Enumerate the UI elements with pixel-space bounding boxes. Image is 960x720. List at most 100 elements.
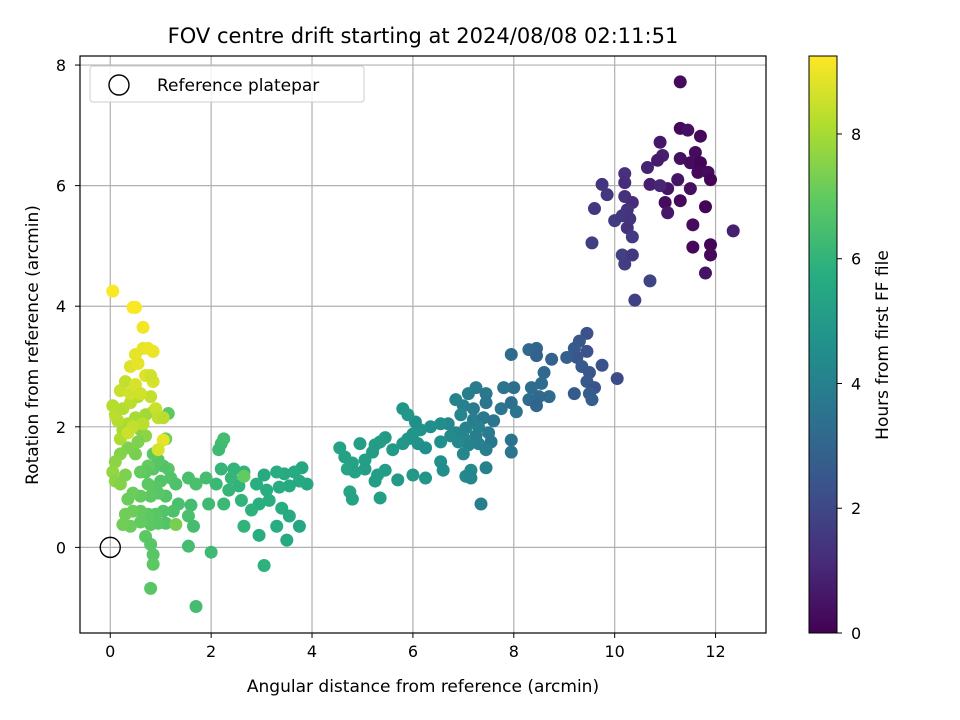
data-point: [618, 176, 632, 190]
data-point: [595, 177, 609, 191]
data-point: [704, 248, 718, 262]
x-tick-label: 2: [206, 642, 216, 661]
data-point: [368, 474, 382, 488]
colorbar-tick-label: 8: [851, 125, 861, 144]
data-point: [358, 453, 372, 467]
data-point: [585, 236, 599, 250]
colorbar-ticks: 0 2 4 6 8: [837, 125, 861, 643]
data-point: [134, 515, 148, 529]
y-tick-label: 4: [56, 297, 66, 316]
y-tick-label: 6: [56, 177, 66, 196]
data-point: [585, 393, 599, 407]
data-point: [497, 381, 511, 395]
colorbar-tick-label: 4: [851, 374, 861, 393]
data-point: [456, 447, 470, 461]
data-point: [345, 492, 359, 506]
data-point: [146, 344, 160, 358]
data-point: [461, 387, 475, 401]
data-point: [504, 347, 518, 361]
data-point: [131, 356, 145, 370]
data-point: [186, 519, 200, 533]
data-point: [144, 489, 158, 503]
data-point: [214, 462, 228, 476]
data-point: [535, 376, 549, 390]
data-point: [686, 240, 700, 254]
x-tick-label: 0: [105, 642, 115, 661]
data-point: [487, 414, 501, 428]
data-point: [252, 528, 266, 542]
data-point: [658, 196, 672, 210]
colorbar-label: Hours from first FF file: [873, 250, 893, 440]
data-point: [671, 173, 685, 187]
data-point: [386, 443, 400, 457]
data-point: [640, 161, 654, 175]
data-point: [595, 358, 609, 372]
data-point: [348, 465, 362, 479]
data-point: [704, 173, 718, 187]
data-point: [479, 387, 493, 401]
y-axis-label: Rotation from reference (arcmin): [23, 205, 43, 485]
data-point: [504, 445, 518, 459]
data-point: [466, 402, 480, 416]
data-point: [704, 238, 718, 252]
data-point: [537, 366, 551, 380]
x-tick-label: 10: [604, 642, 624, 661]
legend: Reference platepar: [89, 65, 365, 103]
data-point: [116, 517, 130, 531]
data-point: [144, 390, 158, 404]
data-point: [144, 517, 158, 531]
data-point: [618, 257, 632, 271]
data-point: [643, 177, 657, 191]
data-point: [494, 402, 508, 416]
reference-marker: [99, 536, 121, 559]
data-point: [272, 480, 286, 494]
data-point: [474, 497, 488, 511]
data-point: [169, 477, 183, 491]
data-point: [479, 443, 493, 457]
data-point: [245, 503, 258, 517]
data-point: [580, 344, 594, 358]
data-point: [625, 230, 639, 244]
data-point: [673, 194, 687, 208]
data-point: [691, 165, 705, 179]
data-point: [688, 145, 702, 159]
data-point: [131, 435, 145, 449]
plot-frame: [79, 55, 767, 634]
data-point: [292, 519, 306, 533]
x-tick-label: 12: [705, 642, 725, 661]
data-point: [545, 352, 559, 366]
data-point: [212, 443, 226, 457]
y-tick-label: 0: [56, 538, 66, 557]
data-point: [181, 539, 195, 553]
data-point: [683, 182, 697, 196]
data-point: [454, 408, 468, 422]
data-point: [237, 519, 251, 533]
data-point: [681, 123, 695, 137]
data-point: [661, 206, 675, 220]
data-point: [146, 548, 160, 562]
data-point: [406, 468, 420, 482]
data-point: [424, 420, 438, 434]
data-point: [234, 493, 248, 507]
data-point: [217, 432, 231, 446]
colorbar: [808, 55, 838, 634]
data-point: [726, 224, 740, 238]
data-point: [108, 455, 122, 469]
data-point: [144, 537, 158, 551]
data-point: [282, 509, 296, 523]
data-point: [560, 350, 574, 364]
data-point: [121, 492, 135, 506]
data-point: [202, 497, 216, 511]
data-point: [199, 471, 213, 485]
data-point: [673, 151, 687, 165]
data-point: [118, 507, 132, 521]
data-point: [653, 179, 667, 193]
data-point: [146, 557, 160, 571]
data-point: [151, 443, 165, 457]
data-point: [184, 498, 198, 512]
data-point: [257, 468, 271, 482]
legend-entry-label: Reference platepar: [157, 76, 319, 96]
data-point: [141, 477, 155, 491]
x-axis-label: Angular distance from reference (arcmin): [247, 677, 599, 697]
